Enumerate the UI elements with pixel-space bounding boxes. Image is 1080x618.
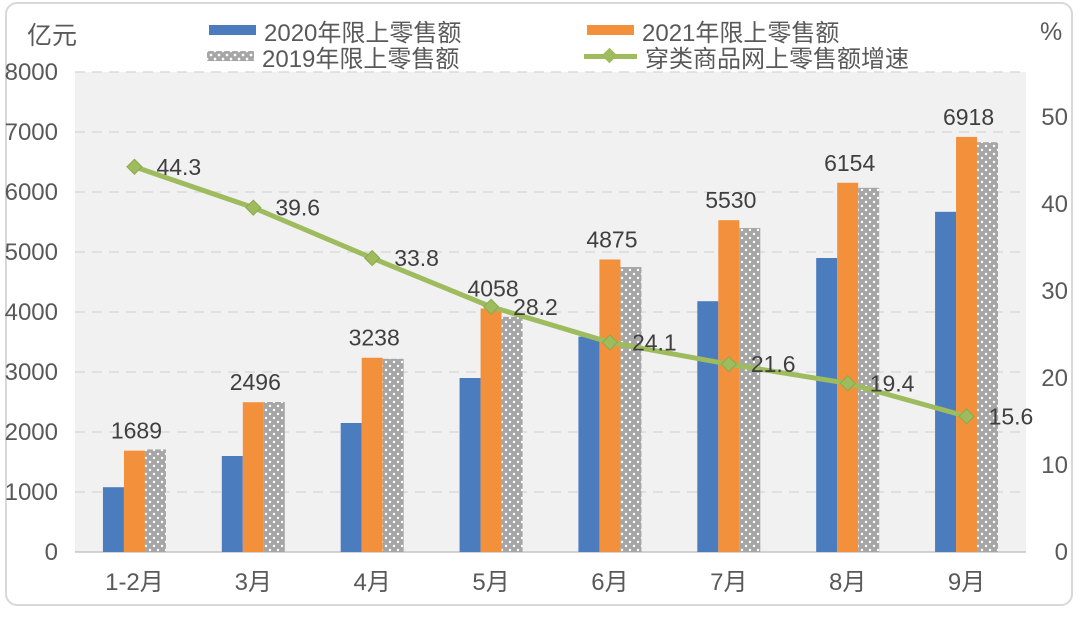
bar-value-label: 2496 [230, 369, 281, 395]
bar-2020年限上零售额-6月 [578, 336, 600, 552]
bar-2020年限上零售额-7月 [697, 301, 719, 552]
bar-2021年限上零售额-7月 [718, 220, 740, 552]
line-value-label: 33.8 [394, 245, 439, 271]
bar-2020年限上零售额-9月 [935, 211, 957, 553]
legend-swatch-2019-dotted-bar [207, 51, 254, 61]
left-axis-unit-label: 亿元 [27, 22, 78, 50]
bar-2019年限上零售额-5月 [501, 316, 523, 552]
line-value-label: 24.1 [632, 329, 677, 355]
growth-line [131, 164, 970, 419]
line-value-label: 19.4 [870, 370, 915, 396]
right-axis-tick-label: 20 [1041, 365, 1068, 392]
left-axis-tick-label: 5000 [5, 239, 58, 266]
right-axis-tick-label: 40 [1041, 191, 1068, 218]
right-axis-unit-label: % [1040, 18, 1063, 46]
bar-2021年限上零售额-3月 [242, 402, 264, 552]
bar-2021年限上零售额-5月 [480, 308, 502, 552]
bar-2020年限上零售额-4月 [340, 423, 362, 552]
left-axis-tick-label: 1000 [5, 479, 58, 506]
bar-2021年限上零售额-1-2月 [123, 450, 145, 552]
bar-2019年限上零售额-8月 [858, 187, 880, 553]
bar-2019年限上零售额-4月 [382, 358, 404, 552]
bar-value-label: 4058 [467, 276, 518, 302]
bar-value-label: 6918 [943, 104, 994, 130]
bar-2020年限上零售额-3月 [221, 456, 243, 552]
right-axis-tick-label: 50 [1041, 104, 1068, 131]
legend-swatch-2020-bar [209, 25, 256, 35]
legend-label-growth: 穿类商品网上零售额增速 [645, 45, 909, 73]
left-axis-tick-label: 2000 [5, 419, 58, 446]
line-diamond-marker [720, 355, 738, 373]
bar-2019年限上零售额-3月 [263, 402, 285, 552]
bar-2021年限上零售额-9月 [956, 136, 978, 553]
x-axis-category-label: 7月 [710, 569, 747, 596]
right-axis-tick-label: 0 [1055, 539, 1068, 566]
bar-2019年限上零售额-7月 [739, 228, 761, 552]
legend-label-2019: 2019年限上零售额 [262, 45, 460, 73]
legend-item-growth-line: 穿类商品网上零售额增速 [584, 43, 909, 73]
line-diamond-marker [245, 199, 262, 216]
legend-diamond-marker-icon [601, 47, 618, 64]
bar-value-label: 3238 [349, 325, 400, 351]
x-axis-category-label: 3月 [235, 569, 272, 596]
left-axis-tick-label: 3000 [5, 359, 58, 386]
right-axis-tick-label: 10 [1041, 452, 1068, 479]
x-axis-category-label: 6月 [591, 569, 628, 596]
chart-border-frame [5, 2, 1073, 606]
right-axis-tick-label: 30 [1041, 278, 1068, 305]
left-axis-tick-label: 8000 [5, 59, 58, 86]
bar-2021年限上零售额-8月 [837, 182, 859, 552]
x-axis-category-label: 1-2月 [105, 569, 164, 596]
bar-value-label: 4875 [586, 227, 637, 253]
legend-swatch-2021-bar [587, 25, 634, 35]
legend-label-2021: 2021年限上零售额 [642, 19, 840, 47]
line-diamond-marker [958, 408, 975, 425]
x-axis-category-label: 4月 [354, 569, 391, 596]
line-diamond-marker [126, 158, 143, 175]
legend-label-2020: 2020年限上零售额 [264, 19, 462, 47]
bar-value-label: 6154 [824, 150, 875, 176]
line-diamond-marker [839, 375, 856, 392]
bar-2019年限上零售额-1-2月 [144, 449, 166, 552]
bar-2020年限上零售额-5月 [459, 378, 481, 552]
line-diamond-marker [482, 298, 500, 315]
bar-2019年限上零售额-9月 [977, 142, 999, 552]
line-diamond-marker [363, 249, 381, 267]
bar-2021年限上零售额-4月 [361, 357, 383, 552]
x-axis-category-label: 5月 [472, 569, 509, 596]
bar-2019年限上零售额-6月 [620, 267, 642, 552]
line-value-label: 15.6 [989, 403, 1034, 429]
x-axis-category-label: 9月 [948, 569, 985, 596]
line-value-label: 39.6 [275, 195, 320, 221]
line-value-label: 21.6 [751, 351, 796, 377]
left-axis-tick-label: 0 [45, 539, 58, 566]
left-axis-tick-label: 6000 [5, 179, 58, 206]
bar-2020年限上零售额-1-2月 [102, 487, 124, 552]
bar-value-label: 1689 [111, 418, 162, 444]
line-value-label: 44.3 [156, 154, 201, 180]
bar-2021年限上零售额-6月 [599, 259, 621, 552]
legend-item-2019: 2019年限上零售额 [207, 43, 459, 73]
line-diamond-marker [601, 334, 619, 351]
left-axis-tick-label: 4000 [5, 299, 58, 326]
left-axis-tick-label: 7000 [5, 119, 58, 146]
legend-item-2021: 2021年限上零售额 [587, 17, 839, 47]
bar-2020年限上零售额-8月 [816, 258, 838, 552]
bar-value-label: 5530 [705, 187, 756, 213]
legend-swatch-growth-line [584, 47, 637, 64]
x-axis-category-label: 8月 [829, 569, 866, 596]
line-value-label: 28.2 [513, 294, 558, 320]
legend-item-2020: 2020年限上零售额 [209, 17, 461, 47]
